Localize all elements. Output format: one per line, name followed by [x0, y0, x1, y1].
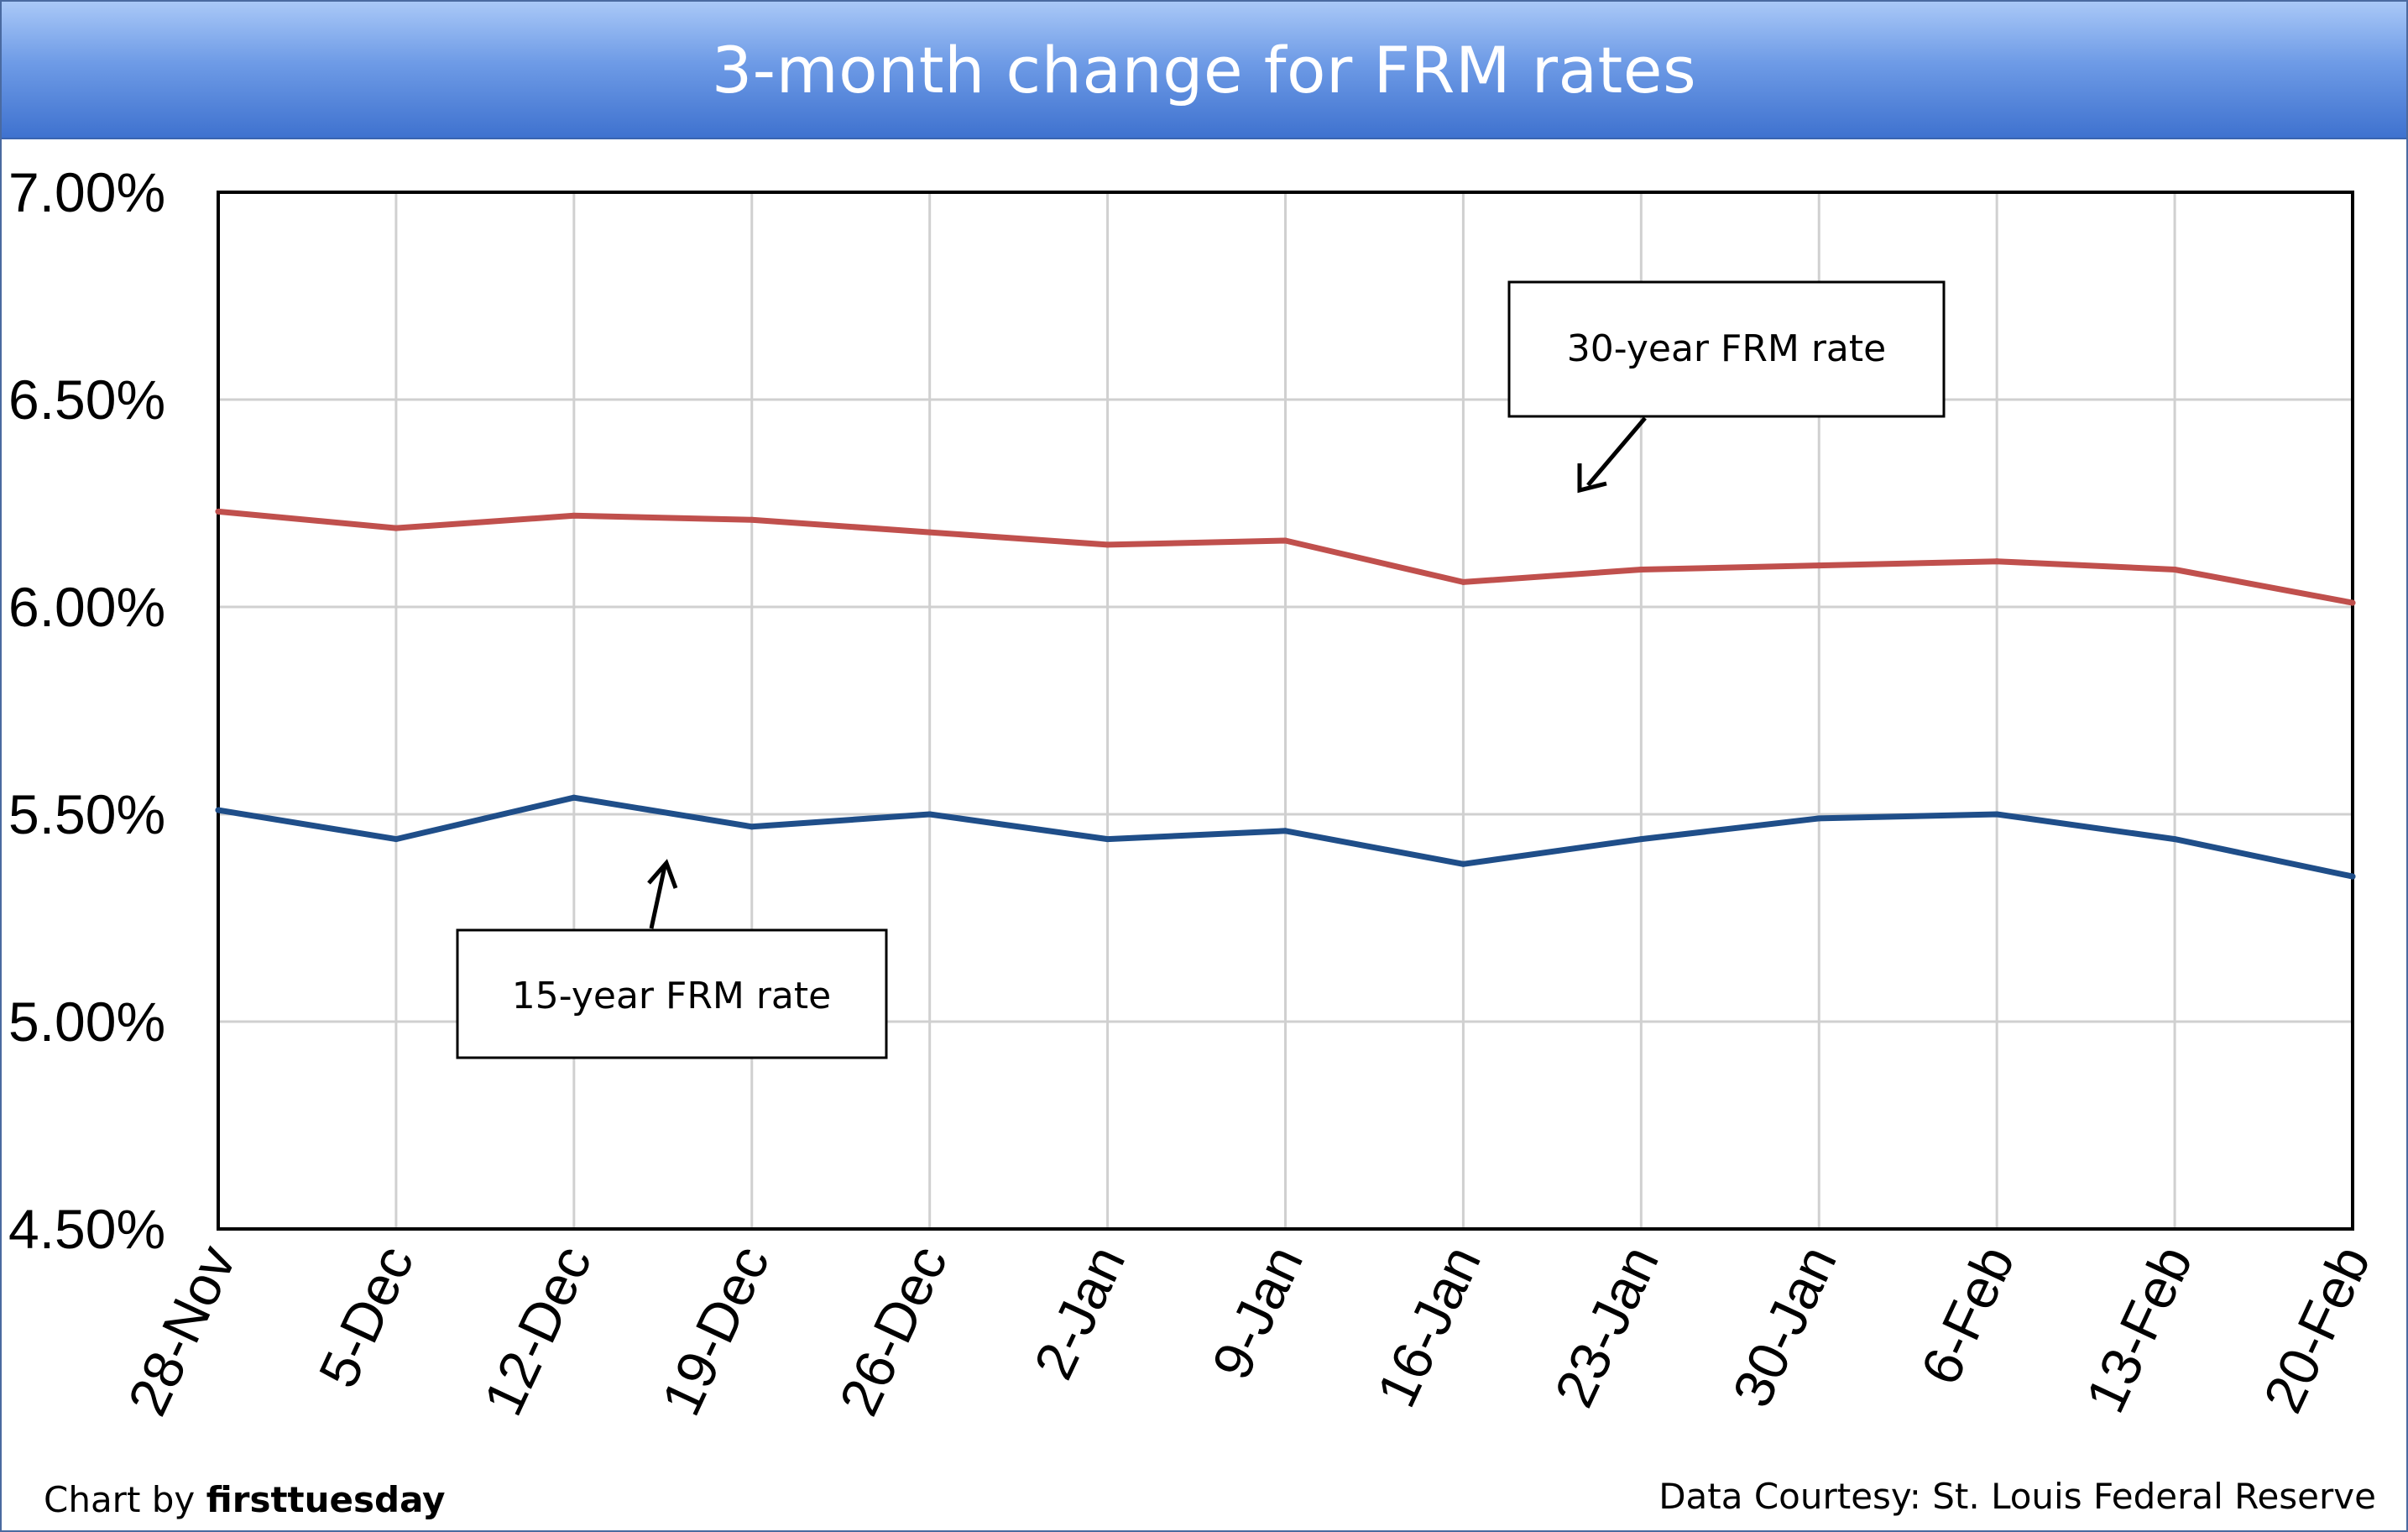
plot-area [217, 191, 2354, 1231]
data-point [393, 836, 400, 843]
data-point [2171, 836, 2178, 843]
data-point [1815, 562, 1822, 569]
data-point [1460, 578, 1466, 585]
y-tick-label: 6.50% [8, 369, 165, 431]
x-tick-label: 23-Jan [1543, 1237, 1670, 1416]
annotation-30-year: 30-year FRM rate [1507, 280, 1946, 494]
data-point [215, 508, 222, 515]
x-tick-label: 19-Dec [649, 1237, 781, 1425]
data-point [749, 516, 755, 523]
chart-credit: Chart by firsttuesday [44, 1479, 446, 1520]
data-point [1993, 558, 2000, 565]
data-point [1638, 836, 1644, 843]
annotation-15-year-box [456, 928, 888, 1059]
x-tick-label: 28-Nov [116, 1237, 248, 1425]
data-source: Data Courtesy: St. Louis Federal Reserve [1658, 1476, 2376, 1517]
chart-title: 3-month change for FRM rates [711, 32, 1697, 107]
data-point [215, 807, 222, 813]
data-point [1460, 860, 1466, 867]
grid-lines [218, 192, 2353, 1229]
x-tick-label: 30-Jan [1721, 1237, 1848, 1416]
annotation-30-year-box [1507, 280, 1946, 418]
data-point [1282, 828, 1288, 834]
plot-border [217, 191, 2354, 1231]
data-point [749, 824, 755, 830]
x-tick-label: 26-Dec [827, 1237, 958, 1425]
data-point [393, 525, 400, 531]
data-point [927, 811, 933, 818]
series-lines [215, 508, 2356, 880]
annotation-30-year-label: 30-year FRM rate [1567, 327, 1886, 370]
credit-prefix: Chart by [44, 1479, 206, 1520]
annotation-30-year-arrowhead [1577, 463, 1607, 494]
data-point [1815, 815, 1822, 822]
data-point [571, 512, 577, 519]
data-point [2349, 599, 2356, 606]
data-point [571, 794, 577, 801]
x-tick-label: 9-Jan [1199, 1237, 1314, 1388]
x-tick-label: 5-Dec [306, 1237, 425, 1397]
data-point [2171, 567, 2178, 573]
data-point [927, 529, 933, 536]
data-point [2349, 873, 2356, 880]
x-tick-label: 13-Feb [2073, 1237, 2203, 1422]
credit-brand: firsttuesday [206, 1479, 446, 1520]
title-bar: 3-month change for FRM rates [2, 2, 2406, 139]
data-point [1105, 836, 1111, 843]
annotation-30-year-arrow [1586, 416, 1647, 487]
data-point [1993, 811, 2000, 818]
x-tick-label: 12-Dec [472, 1237, 603, 1425]
y-tick-label: 7.00% [8, 161, 165, 223]
y-tick-label: 5.00% [8, 991, 165, 1053]
annotation-15-year-arrow [649, 865, 667, 929]
annotation-15-year-arrowhead [647, 859, 678, 889]
x-tick-label: 20-Feb [2251, 1237, 2381, 1422]
y-tick-label: 6.00% [8, 576, 165, 638]
x-axis-ticks: 28-Nov 5-Dec 12-Dec 19-Dec 26-Dec 2-Jan 9-Jan 1… [116, 1237, 2382, 1425]
y-tick-label: 4.50% [8, 1198, 165, 1260]
y-axis-ticks: 7.00% 6.50% 6.00% 5.50% 5.00% 4.50% [8, 161, 165, 1260]
data-point [1282, 537, 1288, 544]
y-tick-label: 5.50% [8, 783, 165, 845]
annotation-15-year: 15-year FRM rate [456, 859, 888, 1059]
data-point [1105, 541, 1111, 548]
x-tick-label: 16-Jan [1365, 1237, 1492, 1416]
data-point [1638, 567, 1644, 573]
annotation-15-year-label: 15-year FRM rate [512, 975, 831, 1017]
x-tick-label: 6-Feb [1909, 1237, 2026, 1394]
x-tick-label: 2-Jan [1021, 1237, 1136, 1388]
